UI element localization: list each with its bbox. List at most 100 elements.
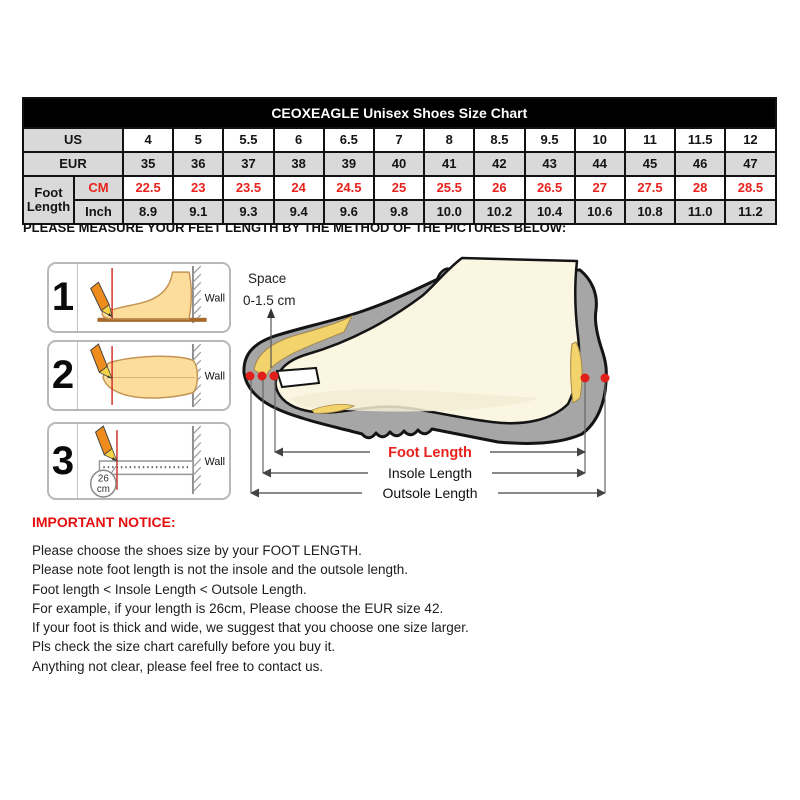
- us-size-cell: 6.5: [322, 127, 375, 153]
- measurement-callout-circle: 26 cm: [89, 464, 118, 498]
- cm-size-cell: 28.5: [724, 175, 777, 201]
- cm-size-cell: 24.5: [322, 175, 375, 201]
- foot-length-dimension: Foot Length: [274, 442, 586, 461]
- outsole-length-dimension: Outsole Length: [250, 483, 606, 501]
- size-table: CEOXEAGLE Unisex Shoes Size Chart US 4 5…: [22, 97, 777, 225]
- cm-size-cell: 24: [272, 175, 325, 201]
- ruler-unit: cm: [97, 484, 110, 495]
- cm-size-cell: 26.5: [523, 175, 576, 201]
- us-size-cell: 12: [724, 127, 777, 153]
- measure-step-3: 3 26: [47, 422, 231, 500]
- wall-label: Wall: [205, 370, 225, 382]
- important-notice-section: IMPORTANT NOTICE: Please choose the shoe…: [32, 514, 469, 676]
- cm-size-cell: 23.5: [222, 175, 275, 201]
- shoe-cross-section-diagram: Space 0-1.5 cm Foot: [240, 250, 660, 502]
- heel-lining-shape: [570, 341, 583, 404]
- eur-size-cell: 41: [423, 151, 476, 177]
- eur-size-cell: 42: [473, 151, 526, 177]
- space-label: Space: [248, 271, 286, 286]
- foot-length-label: Foot Length: [388, 445, 472, 461]
- inch-size-cell: 9.8: [372, 199, 426, 225]
- notice-line: Pls check the size chart carefully befor…: [32, 639, 336, 655]
- eur-row-label: EUR: [22, 151, 124, 177]
- us-row-label: US: [22, 127, 124, 153]
- cm-size-cell: 25.5: [423, 175, 476, 201]
- inch-size-cell: 10.2: [473, 199, 526, 225]
- notice-line: Please choose the shoes size by your FOO…: [32, 543, 362, 558]
- eur-size-cell: 47: [724, 151, 777, 177]
- table-row-cm: Foot Length CM 22.5 23 23.5 24 24.5 25 2…: [22, 175, 777, 225]
- inch-size-cell: 9.6: [322, 199, 375, 225]
- eur-size-cell: 38: [272, 151, 325, 177]
- pencil-icon: [94, 425, 118, 462]
- us-size-cell: 9.5: [523, 127, 576, 153]
- us-size-cell: 5.5: [222, 127, 275, 153]
- us-size-cell: 8.5: [473, 127, 526, 153]
- cm-size-cell: 22.5: [121, 175, 175, 201]
- toe-lining-shape: [253, 314, 354, 378]
- measure-instruction-heading: PLEASE MEASURE YOUR FEET LENGTH BY THE M…: [23, 220, 567, 235]
- cm-size-cell: 27.5: [623, 175, 677, 201]
- table-title: CEOXEAGLE Unisex Shoes Size Chart: [22, 97, 777, 129]
- inch-size-cell: 10.6: [573, 199, 626, 225]
- inch-size-cell: 9.4: [272, 199, 325, 225]
- table-row-inch: Inch 8.9 9.1 9.3 9.4 9.6 9.8 10.0 10.2 1…: [23, 199, 777, 225]
- inch-size-cell: 8.9: [121, 199, 175, 225]
- cm-size-cell: 28: [674, 175, 727, 201]
- ruler-measure-illustration: 26 cm Wall: [78, 424, 229, 498]
- wall-label: Wall: [205, 456, 225, 468]
- ruler-value: 26: [98, 473, 109, 484]
- eur-size-cell: 43: [523, 151, 576, 177]
- pencil-icon: [90, 343, 113, 380]
- notice-line: If your foot is thick and wide, we sugge…: [32, 620, 469, 636]
- eur-size-cell: 46: [674, 151, 727, 177]
- insole-length-label: Insole Length: [388, 465, 472, 481]
- us-size-cell: 11: [623, 127, 677, 153]
- measure-step-2: 2 Wall: [47, 340, 231, 411]
- space-annotation: Space 0-1.5 cm: [243, 271, 296, 368]
- eur-size-cell: 39: [322, 151, 375, 177]
- pencil-icon: [90, 281, 113, 318]
- measure-step-1: 1 Wall: [47, 262, 231, 333]
- table-row-us: US 4 5 5.5 6 6.5 7 8 8.5 9.5 10 11 11.5 …: [22, 127, 777, 153]
- us-size-cell: 7: [372, 127, 426, 153]
- step-number: 1: [49, 264, 78, 331]
- wall-graphic: [191, 265, 202, 324]
- eur-size-cell: 35: [121, 151, 175, 177]
- space-value: 0-1.5 cm: [243, 293, 296, 308]
- notice-line: Foot length < Insole Length < Outsole Le…: [32, 581, 307, 597]
- foot-side-view-illustration: Wall: [78, 264, 229, 331]
- toe-gap-shape: [275, 366, 321, 389]
- us-size-cell: 6: [272, 127, 325, 153]
- table-row-eur: EUR 35 36 37 38 39 40 41 42 43 44 45 46 …: [22, 151, 777, 177]
- cm-size-cell: 25: [372, 175, 426, 201]
- us-size-cell: 11.5: [674, 127, 727, 153]
- cm-size-cell: 26: [473, 175, 526, 201]
- eur-size-cell: 37: [222, 151, 275, 177]
- eur-size-cell: 40: [372, 151, 426, 177]
- notice-line: Please note foot length is not the insol…: [32, 562, 409, 578]
- eur-size-cell: 45: [623, 151, 677, 177]
- measure-point-dots: [245, 371, 610, 383]
- leader-lines: [250, 380, 606, 493]
- notice-heading: IMPORTANT NOTICE:: [32, 514, 176, 530]
- wall-graphic: [191, 425, 202, 494]
- eur-size-cell: 44: [573, 151, 626, 177]
- inch-size-cell: 11.0: [674, 199, 727, 225]
- inch-size-cell: 10.8: [623, 199, 677, 225]
- eur-size-cell: 36: [172, 151, 225, 177]
- inch-size-cell: 9.1: [172, 199, 225, 225]
- cm-size-cell: 23: [172, 175, 225, 201]
- us-size-cell: 4: [121, 127, 175, 153]
- cm-row-label: CM: [73, 175, 124, 201]
- foot-side-shape: [101, 271, 192, 320]
- inch-size-cell: 10.0: [423, 199, 476, 225]
- wall-label: Wall: [205, 292, 225, 304]
- step-number: 2: [49, 342, 78, 409]
- notice-line: Anything not clear, please feel free to …: [32, 658, 324, 674]
- cm-size-cell: 27: [573, 175, 626, 201]
- us-size-cell: 5: [172, 127, 225, 153]
- us-size-cell: 8: [423, 127, 476, 153]
- table-title-row: CEOXEAGLE Unisex Shoes Size Chart: [22, 97, 777, 129]
- insole-front-shape: [311, 403, 356, 414]
